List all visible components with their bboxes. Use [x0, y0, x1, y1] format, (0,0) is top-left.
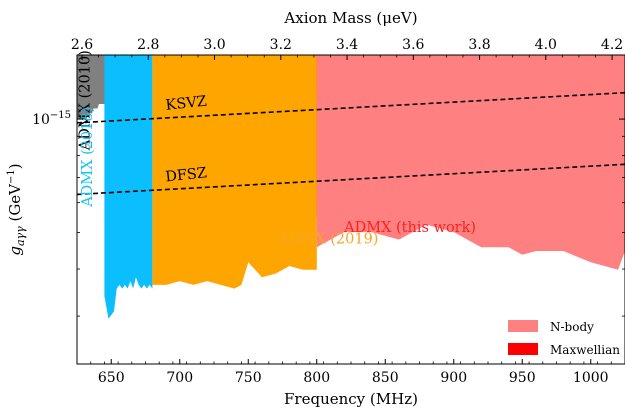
top-tick-label: 3.4 — [336, 37, 358, 53]
legend-swatch-n-body — [508, 320, 538, 332]
axes: 650 700 750 800 850 900 950 1000 2.6 2.8 3.0 3.2 3.4… — [32, 37, 625, 386]
annotation-admx-2010: ADMX (2010) — [77, 50, 93, 151]
annotation-admx-this-work: ADMX (this work) — [343, 220, 476, 236]
top-tick-label: 4.0 — [535, 37, 557, 53]
y-tick-mantissa: 10 — [32, 112, 50, 128]
legend-label-maxwellian: Maxwellian — [550, 343, 620, 357]
line-dfsz — [76, 163, 625, 196]
legend: N-body Maxwellian — [508, 320, 620, 357]
x-tick-label: 750 — [235, 370, 262, 386]
y-label-symbol: g — [6, 246, 24, 256]
top-tick-label: 4.2 — [601, 37, 623, 53]
top-tick-label: 2.6 — [71, 37, 93, 53]
y-tick-label: 10−15 — [32, 110, 71, 128]
annotation-ksvz: KSVZ — [165, 94, 208, 114]
y-label-unit-exponent: −1 — [6, 169, 17, 184]
top-tick-label: 3.2 — [270, 37, 292, 53]
top-tick-label: 3.6 — [402, 37, 424, 53]
y-tick-exponent: −15 — [50, 110, 71, 121]
x-tick-label: 850 — [372, 370, 399, 386]
series-n-body — [316, 55, 625, 270]
legend-label-n-body: N-body — [550, 320, 594, 334]
benchmark-lines — [76, 91, 625, 196]
line-ksvz — [76, 91, 625, 124]
top-tick-label: 3.8 — [468, 37, 490, 53]
annotation-admx-2019: ADMX (2019) — [277, 231, 378, 247]
annotation-admx-2018: ADMX (2018) — [80, 107, 96, 208]
annotation-dfsz: DFSZ — [165, 165, 208, 185]
x-tick-label: 800 — [303, 370, 330, 386]
x-tick-label: 650 — [98, 370, 125, 386]
x-tick-label: 950 — [509, 370, 536, 386]
data-layer — [77, 55, 625, 319]
top-axis-label: Axion Mass (μeV) — [283, 9, 417, 27]
annotations: KSVZ DFSZ ADMX (2010)ADMX (2018) ADMX (2019… — [77, 50, 476, 247]
x-axis-label: Frequency (MHz) — [284, 390, 418, 408]
top-tick-label: 2.8 — [137, 37, 159, 53]
x-tick-label: 900 — [440, 370, 467, 386]
y-label-unit: (GeV — [6, 183, 24, 226]
top-tick-label: 3.0 — [203, 37, 225, 53]
series-admx-2019 — [152, 55, 317, 289]
series-admx-2010 — [77, 55, 106, 120]
y-axis-label: gaγγ (GeV−1) — [6, 163, 27, 255]
y-label-unit-close: ) — [6, 163, 24, 169]
x-tick-label: 1000 — [573, 370, 609, 386]
x-tick-label: 700 — [166, 370, 193, 386]
series-admx-2018 — [104, 55, 153, 319]
y-label-subscript: aγγ — [14, 226, 27, 246]
legend-swatch-maxwellian — [508, 343, 538, 355]
